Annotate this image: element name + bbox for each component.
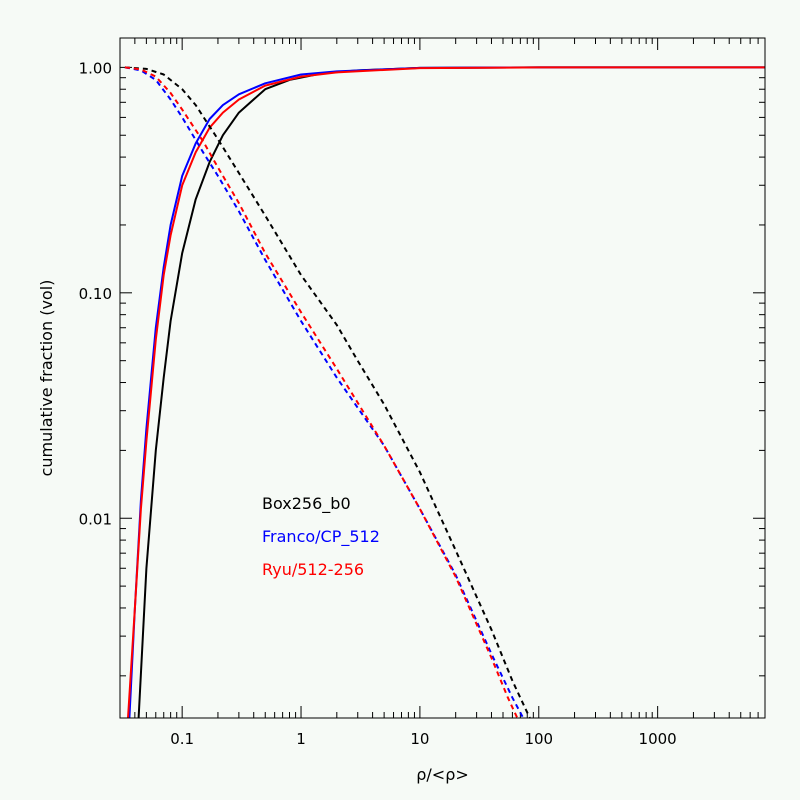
y-axis-label: cumulative fraction (vol) bbox=[37, 280, 56, 477]
legend: Box256_b0 Franco/CP_512 Ryu/512-256 bbox=[262, 494, 380, 579]
series-line-solid-0 bbox=[137, 66, 765, 718]
y-tick-label: 1.00 bbox=[79, 59, 112, 77]
legend-entry: Box256_b0 bbox=[262, 494, 351, 514]
x-axis-label: ρ/<ρ> bbox=[416, 765, 469, 784]
series-line-solid-2 bbox=[127, 66, 765, 718]
x-tick-label: 0.1 bbox=[170, 730, 194, 748]
x-tick-label: 10 bbox=[410, 730, 429, 748]
series-line-dashed-5 bbox=[124, 66, 519, 718]
legend-entry: Franco/CP_512 bbox=[262, 527, 380, 547]
x-tick-label: 1 bbox=[296, 730, 306, 748]
series-line-solid-1 bbox=[128, 66, 765, 718]
plot-frame bbox=[119, 37, 766, 719]
plot-area bbox=[124, 66, 765, 718]
y-tick-label: 0.10 bbox=[79, 285, 112, 303]
x-tick-label: 1000 bbox=[639, 730, 677, 748]
y-tick-label: 0.01 bbox=[79, 510, 112, 528]
series-line-dashed-4 bbox=[124, 66, 525, 718]
tick-marks bbox=[119, 38, 766, 718]
series-line-dashed-3 bbox=[124, 66, 531, 718]
x-tick-label: 100 bbox=[524, 730, 553, 748]
legend-entry: Ryu/512-256 bbox=[262, 560, 364, 579]
tick-labels: 0.1 1 10 100 1000 0.01 0.10 1.00 bbox=[79, 59, 677, 748]
